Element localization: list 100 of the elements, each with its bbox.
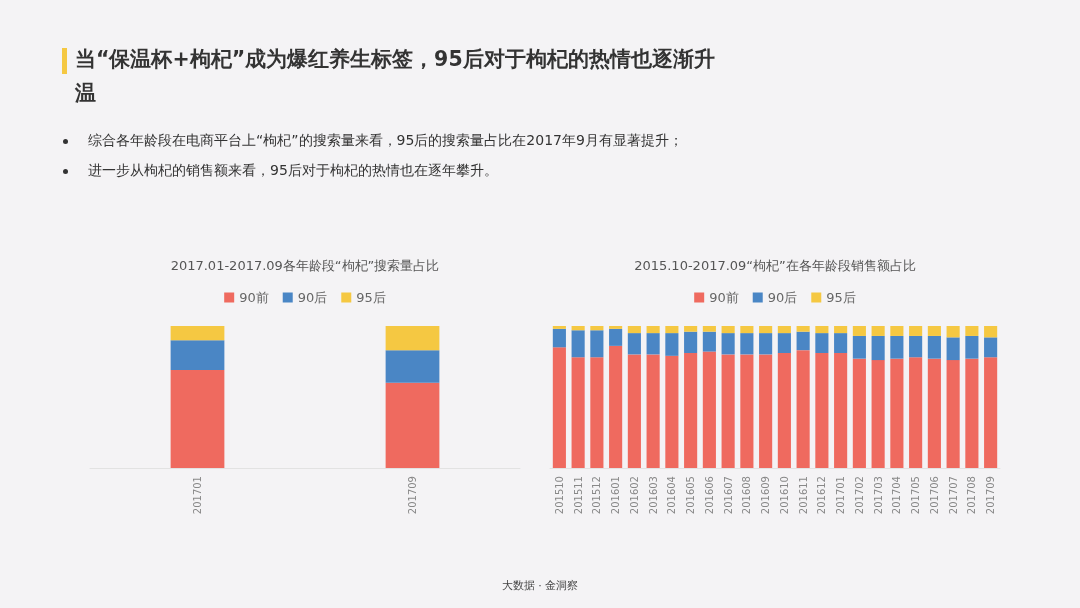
bar [890, 358, 904, 468]
x-tick-label: 201702 [853, 476, 865, 515]
bar [684, 331, 698, 353]
bar [740, 354, 754, 468]
x-tick-label: 201703 [872, 476, 884, 515]
x-tick-label: 201706 [928, 476, 940, 515]
bar [965, 358, 979, 468]
bar [815, 352, 829, 468]
bar [984, 357, 998, 468]
x-tick-label: 201608 [741, 476, 753, 515]
bar [385, 382, 440, 468]
bar [759, 333, 773, 355]
x-tick-label: 201604 [666, 476, 678, 515]
text: 当“保温杯+枸杞”成为爆红养生标签，95后对于枸杞的热情也逐渐升温 [75, 46, 716, 107]
bar [965, 326, 979, 336]
bar [740, 326, 754, 334]
legend-label: 95后 [826, 290, 856, 305]
bar [571, 326, 585, 331]
bar [665, 326, 679, 334]
bar [721, 333, 735, 355]
bar [946, 337, 960, 361]
bar [702, 351, 716, 468]
bar [871, 335, 885, 361]
x-tick-label: 201603 [647, 476, 659, 515]
x-tick-label: 201512 [591, 476, 603, 515]
bar [665, 355, 679, 468]
bar [834, 333, 848, 353]
bar [852, 326, 866, 336]
x-tick-label: 201607 [722, 476, 734, 515]
bar [759, 354, 773, 468]
bar [890, 335, 904, 359]
bar [927, 358, 941, 468]
legend-label: 95后 [356, 290, 386, 305]
bar [890, 326, 904, 336]
text: 综合各年龄段在电商平台上“枸杞”的搜索量来看，95后的搜索量占比在2017年9月有显著提升； [87, 132, 684, 150]
bar [170, 340, 225, 371]
chart-title: 2015.10-2017.09“枸杞”在各年龄段销售额占比 [634, 258, 916, 273]
bar [909, 335, 923, 358]
bar [385, 326, 440, 351]
bar [796, 326, 810, 332]
bar [871, 326, 885, 336]
bar [834, 326, 848, 334]
bar [590, 326, 604, 331]
bar [385, 350, 440, 383]
x-tick-label: 201611 [797, 476, 809, 515]
bar [646, 354, 660, 468]
bar [965, 335, 979, 359]
text: 大数据 · 金洞察 [500, 578, 580, 593]
bar [721, 326, 735, 334]
x-tick-label: 201709 [407, 476, 418, 515]
x-tick-label: 201610 [778, 476, 790, 515]
bar [927, 335, 941, 359]
bar [684, 352, 698, 468]
legend-label: 90后 [297, 290, 328, 305]
x-tick-label: 201704 [891, 476, 903, 515]
x-tick-label: 201510 [553, 476, 565, 515]
bar [609, 328, 623, 346]
bar [909, 357, 923, 468]
bar [552, 326, 566, 329]
x-tick-label: 201511 [572, 476, 584, 515]
bar [984, 326, 998, 338]
bar [665, 333, 679, 356]
bar [777, 333, 791, 353]
bar [627, 354, 641, 468]
chart-title: 2017.01-2017.09各年龄段“枸杞”搜索量占比 [170, 258, 440, 273]
bar [627, 333, 641, 355]
x-tick-label: 201605 [685, 476, 697, 515]
legend-label: 90后 [767, 290, 798, 305]
legend-label: 90前 [239, 290, 269, 305]
bar [552, 347, 566, 468]
bar [684, 326, 698, 332]
x-tick-label: 201612 [816, 476, 828, 515]
x-tick-label: 201606 [703, 476, 715, 515]
text: 进一步从枸杞的销售额来看，95后对于枸杞的热情也在逐年攀升。 [87, 162, 499, 180]
bar [946, 360, 960, 468]
bar [871, 360, 885, 468]
bar [552, 328, 566, 348]
bar [590, 330, 604, 358]
bar [759, 326, 773, 334]
x-tick-label: 201701 [192, 476, 203, 515]
bar [702, 326, 716, 332]
bar [777, 326, 791, 334]
bar [834, 352, 848, 468]
bar [170, 370, 225, 468]
bar [609, 345, 623, 468]
x-tick-label: 201701 [835, 476, 847, 515]
bar [796, 331, 810, 351]
x-tick-label: 201707 [947, 476, 959, 515]
bar [571, 357, 585, 468]
x-tick-label: 201705 [910, 476, 922, 515]
legend-label: 90前 [709, 290, 739, 305]
bar [721, 354, 735, 468]
bar [852, 358, 866, 468]
bar [984, 337, 998, 358]
bar [815, 326, 829, 334]
x-tick-label: 201609 [760, 476, 772, 515]
bar [777, 352, 791, 468]
x-tick-label: 201601 [610, 476, 622, 515]
bar [740, 333, 754, 355]
bar [946, 326, 960, 338]
